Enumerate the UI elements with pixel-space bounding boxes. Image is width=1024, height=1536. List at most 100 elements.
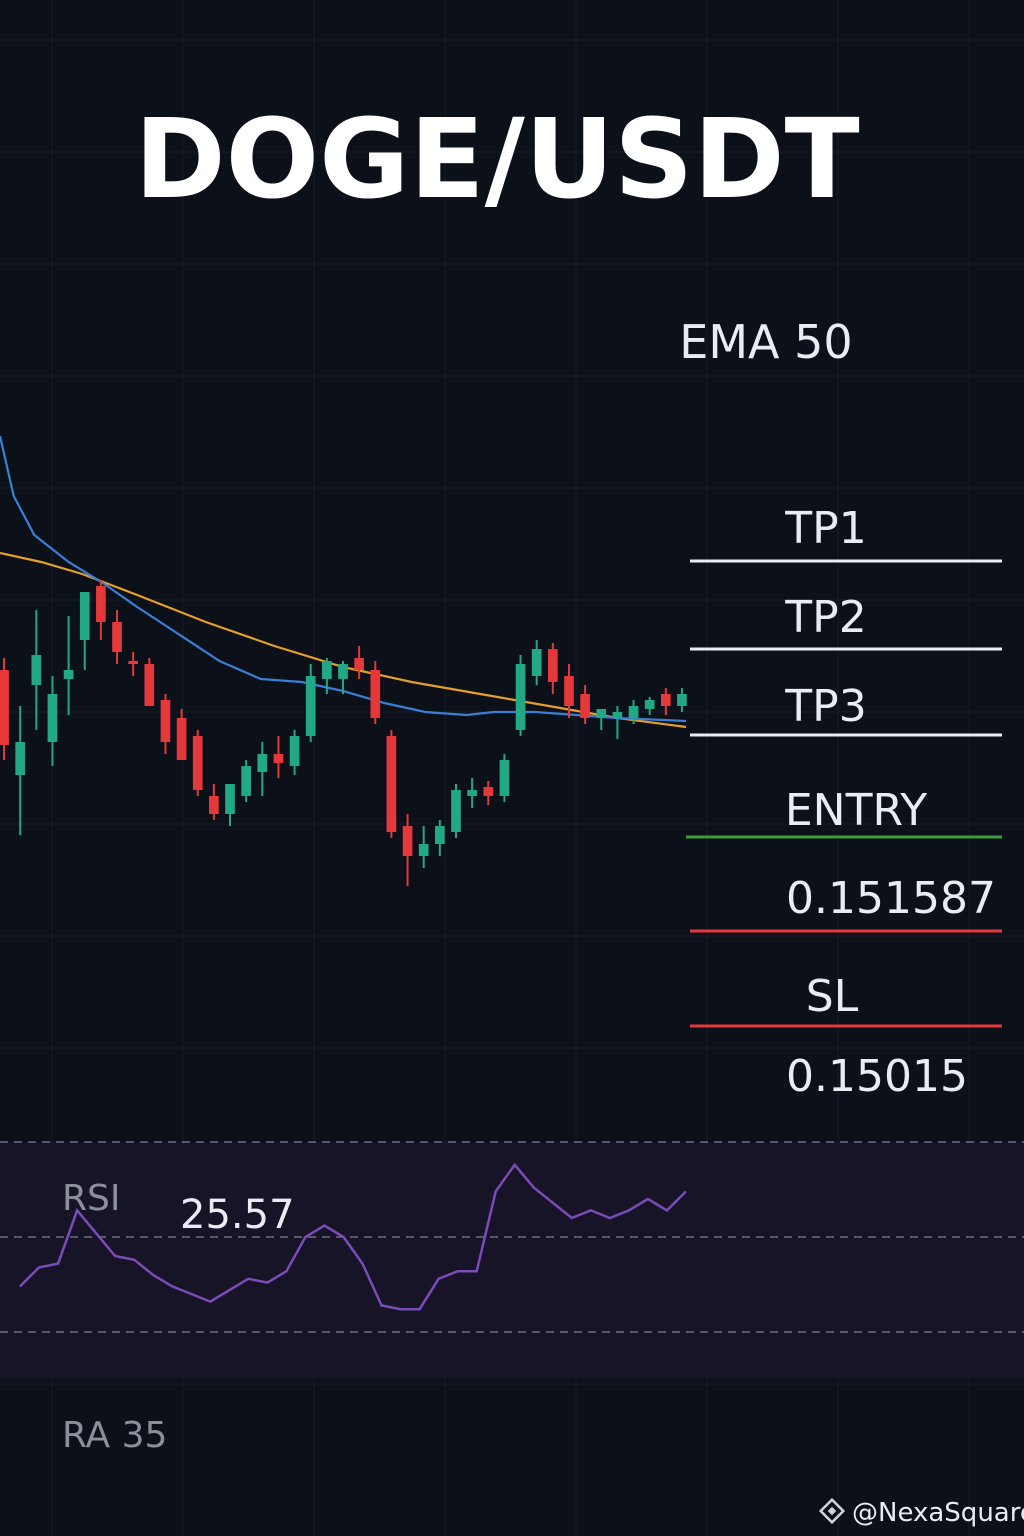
- candles-layer: [0, 580, 687, 886]
- candle: [515, 655, 526, 736]
- candle-body: [338, 664, 348, 679]
- candle-body: [192, 736, 203, 790]
- candle-body: [564, 676, 574, 706]
- level-label: TP2: [784, 592, 866, 643]
- candle-body: [79, 592, 90, 640]
- level-sl: SL 0.15015: [690, 971, 1002, 1102]
- candle: [531, 640, 542, 685]
- level-label: ENTRY: [785, 785, 927, 836]
- diamond-logo-icon: [818, 1497, 846, 1525]
- candle-body: [483, 787, 494, 796]
- candle: [273, 736, 284, 778]
- ema-label: EMA 50: [679, 315, 852, 369]
- level-entry: ENTRY 0.151587: [686, 785, 1002, 933]
- candle: [451, 784, 461, 838]
- candle: [225, 784, 235, 826]
- candle: [305, 664, 316, 742]
- candle: [144, 658, 155, 706]
- candle: [418, 826, 429, 868]
- candle: [547, 643, 558, 694]
- candle-body: [677, 694, 687, 706]
- rsi-label: RSI: [62, 1178, 120, 1219]
- candle: [370, 661, 381, 724]
- candle-body: [612, 712, 623, 718]
- candle: [47, 676, 58, 766]
- candle: [0, 658, 9, 760]
- candle-body: [47, 694, 58, 742]
- level-label: TP3: [784, 681, 866, 732]
- level-tp3: TP3: [690, 681, 1002, 737]
- candle: [338, 661, 348, 694]
- candle: [241, 760, 251, 802]
- candle: [160, 694, 171, 754]
- candle: [499, 754, 510, 802]
- rsi-line: [19, 1162, 687, 1311]
- candle: [176, 709, 187, 760]
- candle-body: [354, 658, 364, 670]
- chart-title: DOGE/USDT: [134, 95, 859, 223]
- candle: [128, 652, 139, 676]
- candle: [402, 814, 413, 886]
- level-tp1: TP1: [690, 503, 1002, 563]
- price-levels: TP1 TP2 TP3 ENTRY 0.151587 SL 0.15015: [686, 503, 1002, 1102]
- level-value: 0.151587: [786, 873, 996, 924]
- candle-body: [176, 718, 187, 760]
- candle-body: [644, 700, 655, 709]
- moving-average-layer: [0, 435, 687, 729]
- candle-body: [596, 709, 607, 718]
- candle: [289, 730, 300, 775]
- candle: [467, 778, 477, 808]
- rsi-panel: RSI 25.57: [0, 1141, 1024, 1378]
- level-label: TP1: [784, 503, 866, 554]
- candle-body: [402, 826, 413, 856]
- candle: [386, 730, 397, 838]
- candle-body: [451, 790, 461, 832]
- candle-body: [547, 649, 558, 682]
- ema50-line: [0, 551, 687, 729]
- candle: [31, 610, 42, 730]
- candle: [435, 820, 445, 856]
- rsi-panel-background: [0, 1142, 1024, 1378]
- level-tp2: TP2: [690, 592, 1002, 651]
- candle-body: [370, 670, 381, 718]
- candle: [209, 784, 219, 820]
- candle-body: [386, 736, 397, 832]
- candle-body: [435, 826, 445, 844]
- candle: [628, 700, 639, 724]
- candle: [677, 688, 687, 712]
- candle: [322, 658, 332, 694]
- candle-body: [515, 664, 526, 730]
- candle-body: [0, 670, 9, 745]
- candle: [596, 709, 607, 730]
- candle-body: [467, 790, 477, 796]
- candle-body: [273, 754, 284, 763]
- candle-body: [628, 706, 639, 718]
- level-label: SL: [806, 971, 859, 1022]
- candle: [483, 781, 494, 805]
- candle-body: [15, 742, 26, 775]
- candle: [79, 592, 90, 670]
- candle-body: [241, 766, 251, 796]
- watermark: @NexaSquare: [818, 1497, 1024, 1528]
- candle-body: [225, 784, 235, 814]
- rsi-value: 25.57: [180, 1192, 295, 1238]
- candle: [660, 688, 671, 715]
- candle: [644, 697, 655, 715]
- candle-body: [531, 649, 542, 676]
- candle-body: [144, 664, 155, 706]
- candle-body: [418, 844, 429, 856]
- watermark-text: @NexaSquare: [852, 1498, 1024, 1528]
- candle-body: [322, 661, 332, 679]
- candle: [257, 742, 268, 796]
- candle-body: [580, 694, 590, 718]
- candle-body: [112, 622, 122, 652]
- candle-body: [289, 736, 300, 766]
- candle-body: [128, 661, 139, 664]
- ra-label: RA 35: [62, 1415, 167, 1456]
- candle-body: [660, 694, 671, 706]
- candle-body: [305, 676, 316, 736]
- candle: [192, 730, 203, 796]
- candle-body: [96, 586, 106, 622]
- candle-body: [63, 670, 74, 679]
